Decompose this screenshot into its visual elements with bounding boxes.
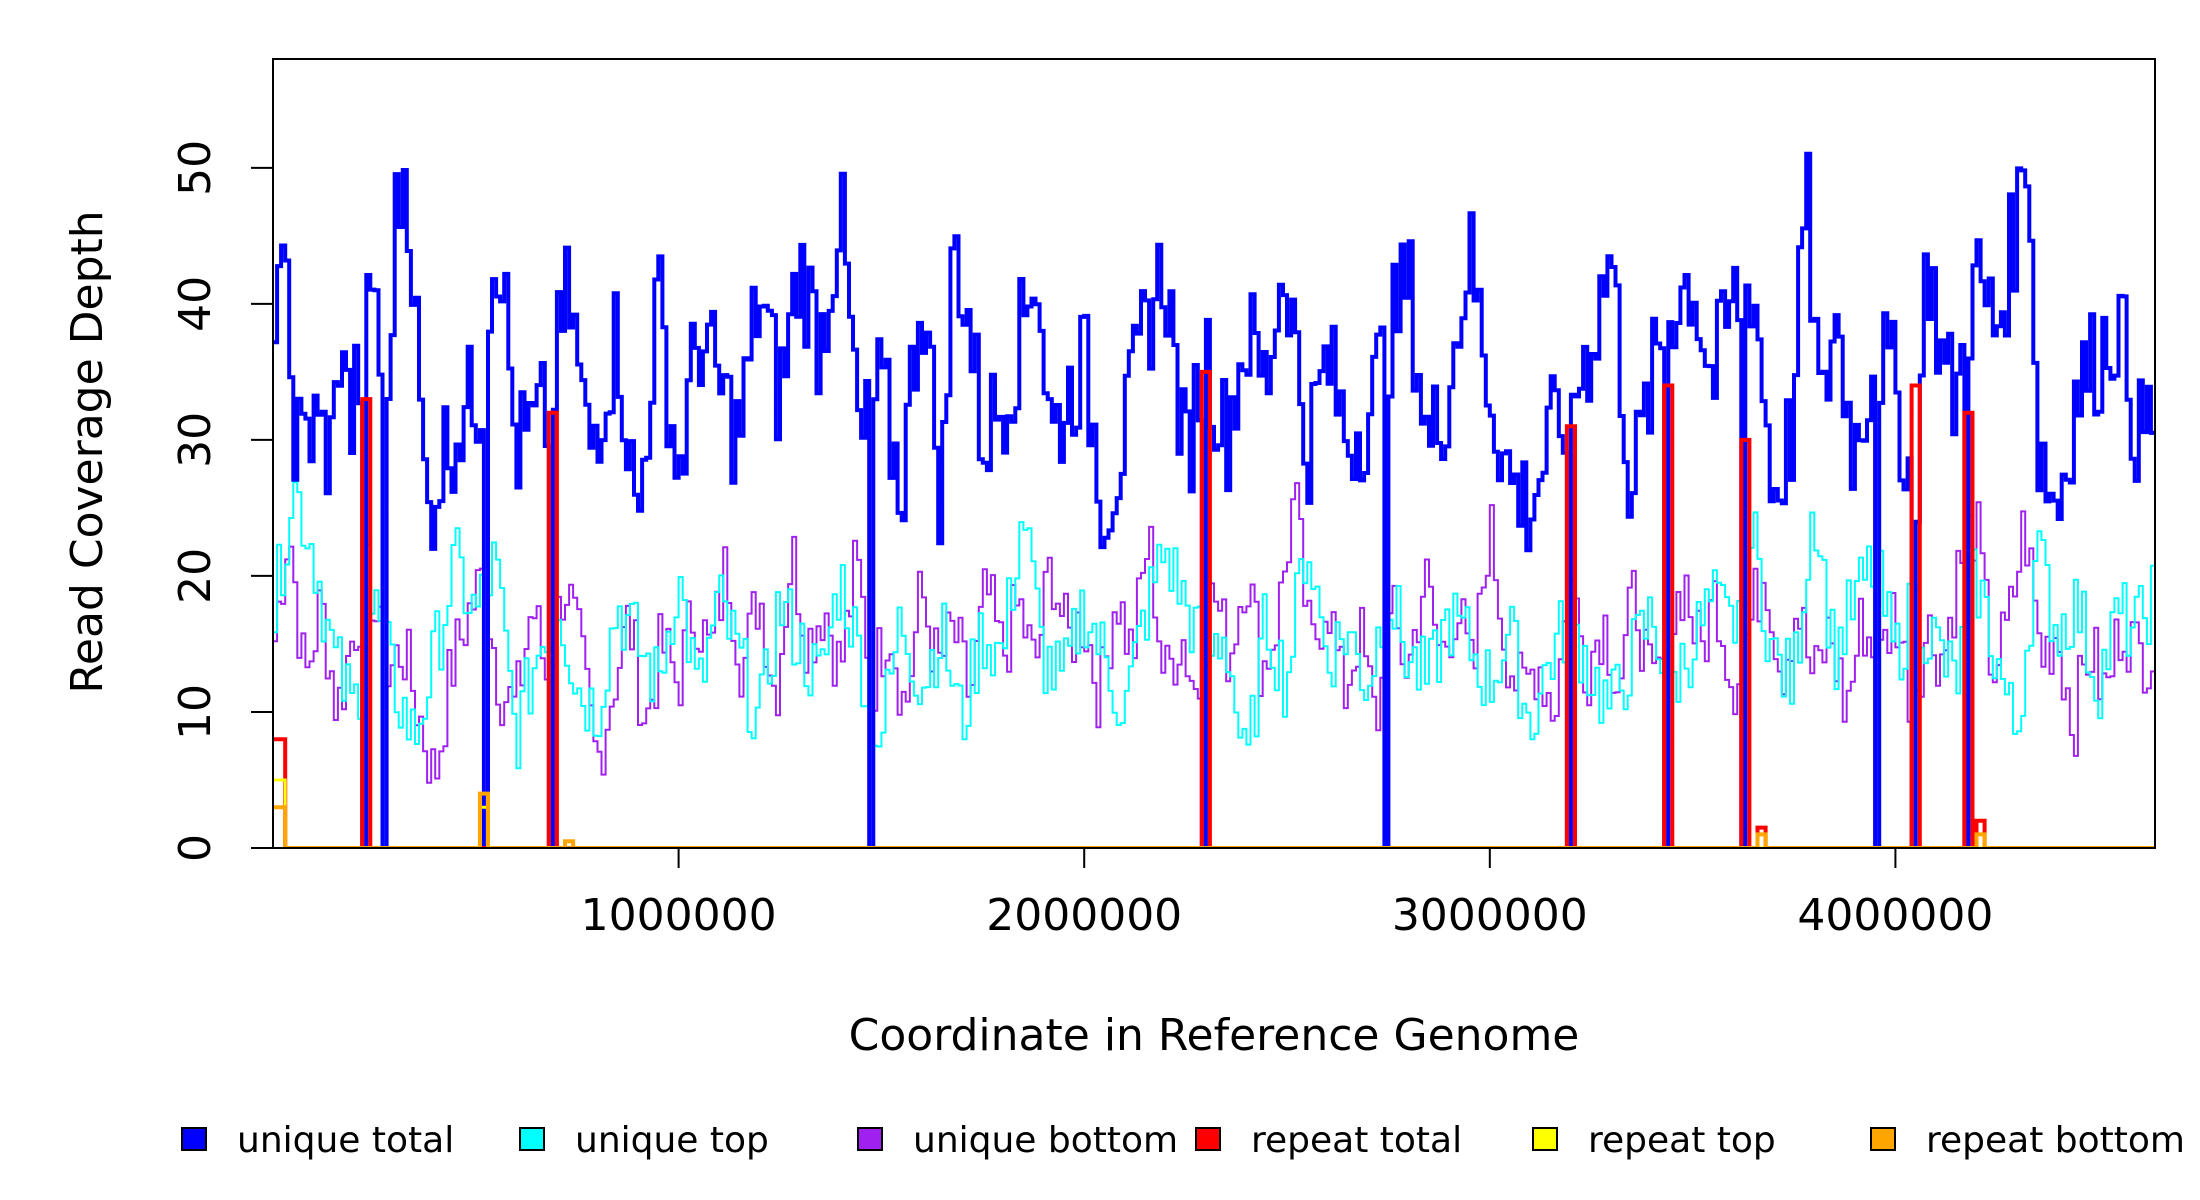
x-tick-label: 3000000 (1392, 890, 1588, 941)
series-line-unique-bottom (273, 482, 2155, 848)
y-tick-label: 10 (170, 684, 221, 740)
y-tick-label: 0 (170, 834, 221, 862)
legend-label: repeat bottom (1926, 1120, 2185, 1161)
plot-frame (272, 58, 2156, 849)
x-axis-title: Coordinate in Reference Genome (849, 1010, 1580, 1061)
legend: unique total unique top unique bottom repea… (181, 1120, 2185, 1161)
legend-swatch (181, 1127, 207, 1151)
series-line-repeat-bottom (273, 791, 2155, 848)
legend-label: repeat top (1588, 1120, 1776, 1161)
legend-item-repeat-top: repeat top (1532, 1120, 1776, 1161)
legend-label: repeat total (1251, 1120, 1462, 1161)
x-tick-label: 2000000 (986, 890, 1182, 941)
series-line-unique-top (273, 481, 2155, 848)
legend-label: unique top (575, 1120, 769, 1161)
legend-item-unique-top: unique top (519, 1120, 769, 1161)
y-tick-label: 40 (170, 276, 221, 332)
legend-swatch (1870, 1127, 1896, 1151)
y-tick-label: 20 (170, 548, 221, 604)
y-axis-title: Read Coverage Depth (62, 210, 113, 693)
legend-item-unique-total: unique total (181, 1120, 454, 1161)
axes: 1000000 2000000 3000000 4000000 0 10 20 30 40 50 (170, 58, 2156, 941)
legend-item-unique-bottom: unique bottom (857, 1120, 1178, 1161)
legend-swatch (1532, 1127, 1558, 1151)
plot-area (273, 151, 2155, 848)
legend-swatch (1195, 1127, 1221, 1151)
series-line-unique-total (273, 151, 2155, 848)
legend-swatch (519, 1127, 545, 1151)
y-tick-label: 30 (170, 412, 221, 468)
legend-item-repeat-total: repeat total (1195, 1120, 1462, 1161)
legend-label: unique total (237, 1120, 454, 1161)
legend-swatch (857, 1127, 883, 1151)
y-tick-label: 50 (170, 140, 221, 196)
x-tick-label: 4000000 (1797, 890, 1993, 941)
x-tick-label: 1000000 (581, 890, 777, 941)
legend-item-repeat-bottom: repeat bottom (1870, 1120, 2185, 1161)
legend-label: unique bottom (913, 1120, 1178, 1161)
